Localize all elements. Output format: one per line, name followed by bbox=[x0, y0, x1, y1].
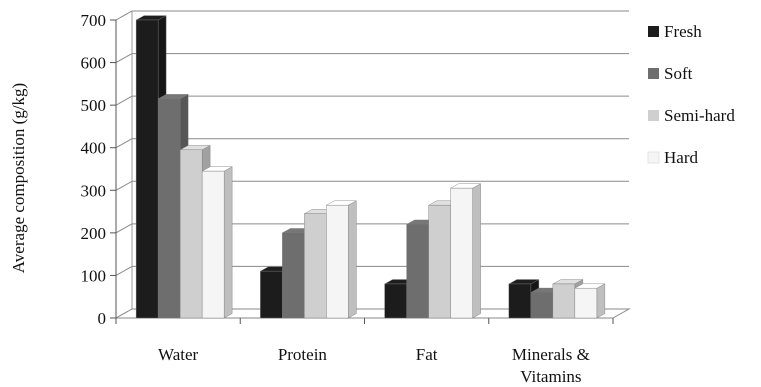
bar-hard-1 bbox=[201, 166, 233, 319]
legend-item: Fresh bbox=[648, 22, 702, 41]
y-tick-label: 200 bbox=[81, 224, 107, 243]
legend: Fresh Soft Semi-hard Hard bbox=[647, 22, 735, 167]
legend-swatch bbox=[648, 68, 659, 79]
x-category-labels: Water Protein Fat Minerals & Vitamins bbox=[158, 345, 590, 386]
legend-item: Soft bbox=[648, 64, 693, 83]
legend-item: Semi-hard bbox=[648, 106, 735, 125]
y-tick-label: 300 bbox=[81, 181, 107, 200]
x-category-label-line2: Vitamins bbox=[520, 367, 581, 386]
bar-hard-3 bbox=[450, 183, 481, 319]
legend-item: Hard bbox=[647, 148, 698, 167]
legend-label: Fresh bbox=[664, 22, 702, 41]
y-tick-label: 600 bbox=[81, 54, 107, 73]
bar-hard-2 bbox=[326, 200, 357, 319]
axes bbox=[110, 11, 631, 324]
legend-label: Semi-hard bbox=[664, 106, 735, 125]
y-tick-label: 100 bbox=[81, 266, 107, 285]
y-tick-label: 700 bbox=[81, 11, 107, 30]
y-tick-label: 0 bbox=[98, 309, 107, 328]
x-category-label: Fat bbox=[416, 345, 438, 364]
legend-label: Hard bbox=[664, 148, 698, 167]
legend-swatch bbox=[648, 26, 659, 37]
bars bbox=[135, 15, 606, 319]
bar-hard-4 bbox=[574, 283, 606, 319]
x-category-label: Minerals & bbox=[512, 345, 590, 364]
y-tick-label: 500 bbox=[81, 96, 107, 115]
x-category-label: Protein bbox=[278, 345, 328, 364]
y-axis-label: Average composition (g/kg) bbox=[9, 83, 28, 273]
y-tick-label: 400 bbox=[81, 139, 107, 158]
y-tick-labels: 0 100 200 300 400 500 600 700 bbox=[81, 11, 107, 328]
legend-swatch bbox=[648, 110, 659, 121]
x-category-label: Water bbox=[158, 345, 198, 364]
legend-label: Soft bbox=[664, 64, 693, 83]
legend-swatch bbox=[647, 151, 660, 164]
